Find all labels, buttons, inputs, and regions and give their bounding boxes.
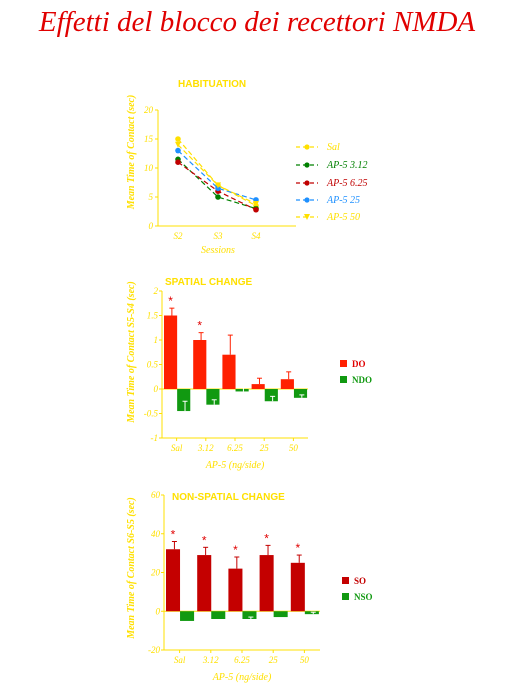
x-tick-label: S2 <box>174 231 184 241</box>
habituation-chart: HABITUATION 0 5 10 15 20 S2 S3 S4 Sessions Mean Ti… <box>126 79 368 256</box>
bar <box>264 389 278 402</box>
significance-star: * <box>202 533 207 547</box>
y-tick-label: -20 <box>148 645 160 655</box>
y-tick-label: 60 <box>151 490 161 500</box>
x-tick-label: 6.25 <box>234 655 250 665</box>
y-tick-label: 0 <box>156 606 161 616</box>
y-tick-label: 10 <box>144 163 154 173</box>
legend-label: AP-5 50 <box>326 212 360 223</box>
legend-marker <box>304 197 310 203</box>
x-tick-label: S3 <box>214 231 224 241</box>
bar <box>242 611 257 619</box>
x-axis-label: AP-5 (ng/side) <box>212 672 272 683</box>
data-point <box>175 159 181 165</box>
x-tick-label: 50 <box>300 655 310 665</box>
bar <box>180 611 195 621</box>
legend-label: NDO <box>352 375 372 385</box>
non-spatial-change-chart: NON-SPATIAL CHANGE -20 0 20 40 60 Sal 3.12 6.25 2… <box>126 490 373 683</box>
bar <box>235 389 249 392</box>
legend-label: AP-5 25 <box>326 195 360 206</box>
significance-star: * <box>171 528 176 542</box>
spatial-change-chart: SPATIAL CHANGE -1 -0.5 0 0.5 1 1.5 2 Sal 3.12 6.25… <box>126 277 372 471</box>
y-tick-label: 20 <box>151 568 161 578</box>
series-line <box>177 150 257 201</box>
x-tick-label: 3.12 <box>197 443 214 453</box>
y-tick-label: 1 <box>154 335 159 345</box>
significance-star: * <box>197 319 202 333</box>
bar <box>164 315 178 389</box>
y-tick-label: 5 <box>149 192 154 202</box>
legend-label: NSO <box>354 592 373 602</box>
y-tick-label: 40 <box>151 529 161 539</box>
y-tick-label: 1.5 <box>147 311 159 321</box>
x-tick-label: 50 <box>289 443 299 453</box>
chart-title: HABITUATION <box>178 79 246 90</box>
legend-marker <box>304 180 310 186</box>
y-tick-label: 0 <box>154 384 159 394</box>
significance-star: * <box>295 541 300 555</box>
bar <box>211 611 226 619</box>
y-tick-label: 15 <box>144 134 154 144</box>
x-axis-label: Sessions <box>201 245 235 256</box>
legend-swatch <box>342 593 349 600</box>
legend-label: SO <box>354 576 366 586</box>
x-axis-label: AP-5 (ng/side) <box>205 460 265 471</box>
x-tick-label: 3.12 <box>202 655 219 665</box>
data-point <box>215 194 221 200</box>
x-tick-label: 6.25 <box>227 443 243 453</box>
x-tick-label: 25 <box>269 655 279 665</box>
x-tick-label: S4 <box>252 231 262 241</box>
y-tick-label: -1 <box>151 433 159 443</box>
legend-swatch <box>342 577 349 584</box>
bar <box>166 549 181 612</box>
data-point <box>175 141 181 148</box>
y-tick-label: 2 <box>154 286 159 296</box>
legend-marker <box>304 162 310 168</box>
bar <box>293 389 308 398</box>
bar <box>177 389 191 412</box>
y-axis-label: Mean Time of Contact (sec) <box>126 95 137 211</box>
bar <box>259 555 274 612</box>
bar <box>251 384 265 389</box>
y-tick-label: 0.5 <box>147 360 159 370</box>
page-title: Effetti del blocco dei recettori NMDA <box>38 6 476 38</box>
bar <box>290 562 305 612</box>
legend-label: Sal <box>327 142 340 153</box>
chart-title: NON-SPATIAL CHANGE <box>172 492 285 503</box>
significance-star: * <box>168 294 173 308</box>
bar <box>228 568 243 612</box>
x-tick-label: 25 <box>260 443 270 453</box>
data-point <box>175 136 181 142</box>
data-point <box>215 182 221 189</box>
y-tick-label: 0 <box>149 221 154 231</box>
y-axis-label: Mean Time of Contact S5-S4 (sec) <box>126 281 137 424</box>
x-tick-label: Sal <box>174 655 186 665</box>
legend-swatch <box>340 360 347 367</box>
significance-star: * <box>264 531 269 545</box>
bar <box>193 340 207 389</box>
series-line <box>177 138 257 207</box>
y-tick-label: -0.5 <box>144 409 159 419</box>
legend-label: DO <box>352 359 366 369</box>
legend-marker <box>304 214 310 220</box>
bar <box>280 379 294 389</box>
legend-swatch <box>340 376 347 383</box>
bar <box>222 354 236 389</box>
y-axis-label: Mean Time of Contact S6-S5 (sec) <box>126 497 137 640</box>
data-point <box>253 206 259 213</box>
legend-marker <box>304 144 310 150</box>
legend-label: AP-5 3.12 <box>326 160 368 171</box>
significance-star: * <box>233 543 238 557</box>
bar <box>273 611 288 618</box>
bar <box>206 389 220 405</box>
data-point <box>175 147 181 154</box>
legend-label: AP-5 6.25 <box>326 178 368 189</box>
x-tick-label: Sal <box>171 443 183 453</box>
data-point <box>253 200 259 207</box>
bar <box>197 555 212 612</box>
y-tick-label: 20 <box>144 105 154 115</box>
chart-title: SPATIAL CHANGE <box>165 277 253 288</box>
